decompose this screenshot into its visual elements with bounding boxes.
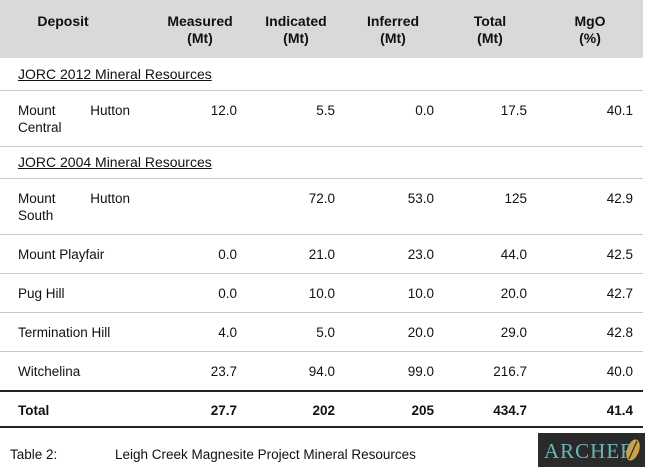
cell-value: 0.0 — [218, 286, 237, 301]
deposit-name: Mount Playfair — [18, 247, 105, 262]
column-unit: (Mt) — [380, 30, 406, 46]
cell-value: 5.5 — [316, 103, 335, 118]
rule — [0, 273, 643, 274]
rule — [0, 146, 643, 147]
cell-value: 42.5 — [606, 247, 633, 262]
cell-value: 20.0 — [500, 286, 527, 301]
cell-value: 94.0 — [308, 364, 335, 379]
cell-value: 205 — [411, 403, 434, 418]
caption-label: Table 2: — [10, 447, 58, 462]
cell-value: 53.0 — [407, 191, 434, 206]
section-title: JORC 2012 Mineral Resources — [18, 66, 212, 82]
cell-value: 40.0 — [606, 364, 633, 379]
cell-value: 44.0 — [500, 247, 527, 262]
cell-value: 216.7 — [493, 364, 527, 379]
cell-value: 434.7 — [493, 403, 527, 418]
column-unit: (Mt) — [477, 30, 503, 46]
cell-value: 23.0 — [407, 247, 434, 262]
column-header: Measured — [167, 13, 233, 29]
rule — [0, 90, 643, 91]
column-header: MgO — [574, 13, 606, 29]
deposit-name: Pug Hill — [18, 286, 65, 301]
rule — [0, 390, 643, 392]
cell-value: 125 — [504, 191, 527, 206]
cell-value: 42.8 — [606, 325, 633, 340]
deposit-name: Termination Hill — [18, 325, 111, 340]
deposit-name: Total — [18, 403, 50, 418]
cell-value: 10.0 — [308, 286, 335, 301]
column-header: Inferred — [366, 13, 420, 29]
cell-value: 0.0 — [415, 103, 434, 118]
deposit-name: Mount Hutton South — [18, 191, 130, 223]
rule — [0, 426, 643, 428]
cell-value: 17.5 — [500, 103, 527, 118]
column-header: Deposit — [37, 13, 89, 29]
cell-value: 0.0 — [218, 247, 237, 262]
cell-value: 72.0 — [308, 191, 335, 206]
cell-value: 5.0 — [316, 325, 335, 340]
cell-value: 29.0 — [500, 325, 527, 340]
column-header: Total — [473, 13, 507, 29]
cell-value: 99.0 — [407, 364, 434, 379]
column-header: Indicated — [265, 13, 327, 29]
cell-value: 4.0 — [218, 325, 237, 340]
section-title: JORC 2004 Mineral Resources — [18, 154, 212, 170]
cell-value: 20.0 — [407, 325, 434, 340]
cell-value: 41.4 — [606, 403, 633, 418]
rule — [0, 312, 643, 313]
deposit-name: Witchelina — [18, 364, 81, 379]
rule — [0, 178, 643, 179]
cell-value: 21.0 — [308, 247, 335, 262]
caption-text: Leigh Creek Magnesite Project Mineral Re… — [115, 447, 416, 462]
cell-value: 23.7 — [210, 364, 237, 379]
cell-value: 12.0 — [210, 103, 237, 118]
cell-value: 27.7 — [210, 403, 237, 418]
cell-value: 40.1 — [606, 103, 633, 118]
logo-leaf — [626, 439, 640, 461]
deposit-name: Mount Hutton Central — [18, 103, 130, 135]
column-unit: (%) — [579, 30, 601, 46]
header-band — [0, 0, 643, 58]
rule — [0, 234, 643, 235]
logo-text: ARCHER — [544, 439, 636, 463]
cell-value: 42.7 — [606, 286, 633, 301]
cell-value: 10.0 — [407, 286, 434, 301]
logo: ARCHER — [538, 433, 645, 467]
cell-value: 42.9 — [606, 191, 633, 206]
column-unit: (Mt) — [283, 30, 309, 46]
column-unit: (Mt) — [187, 30, 213, 46]
cell-value: 202 — [312, 403, 335, 418]
rule — [0, 351, 643, 352]
